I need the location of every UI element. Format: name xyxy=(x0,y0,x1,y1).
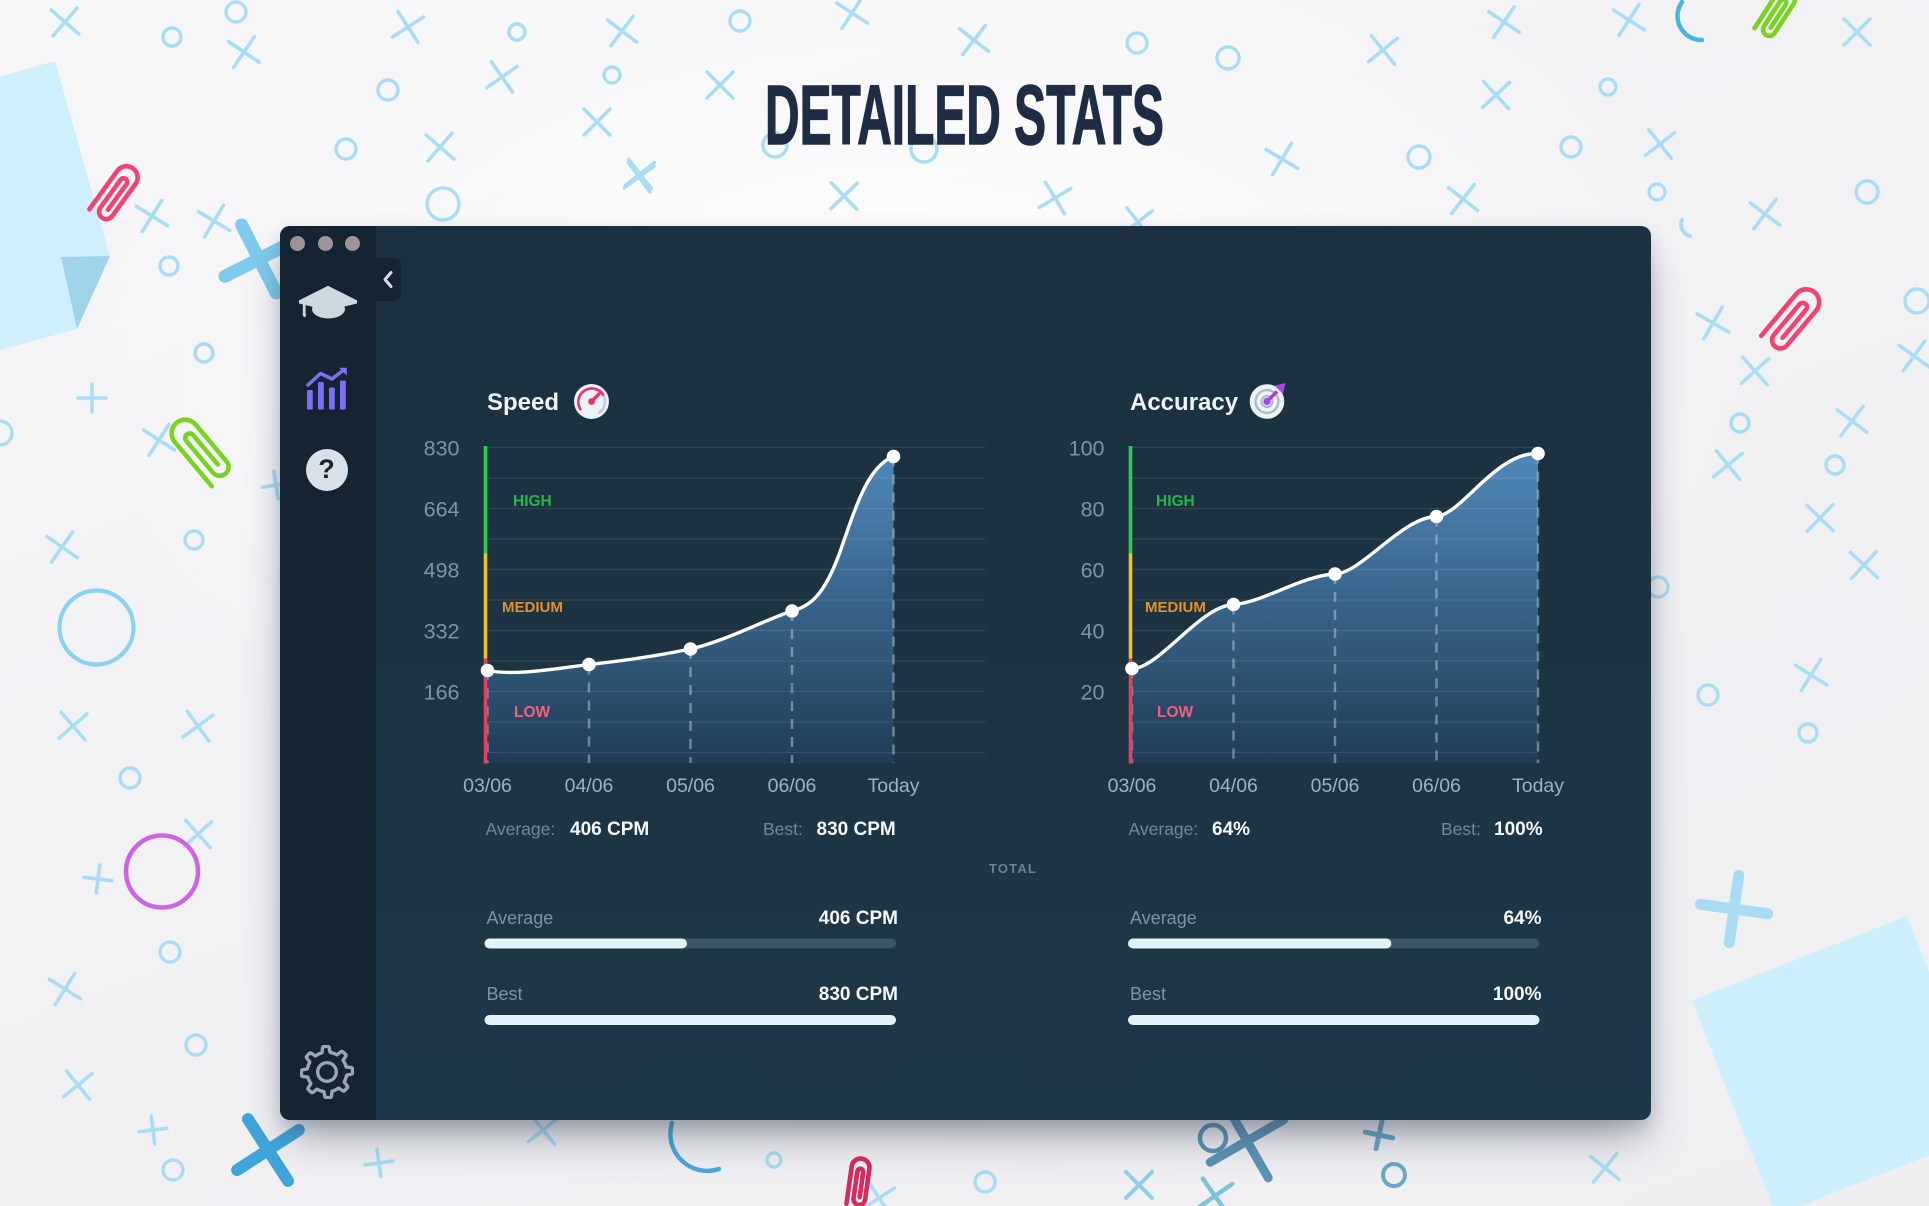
svg-text:40: 40 xyxy=(1081,620,1105,644)
svg-text:03/06: 03/06 xyxy=(463,775,512,797)
svg-text:Best:: Best: xyxy=(763,819,803,839)
svg-text:Average:: Average: xyxy=(486,819,556,839)
svg-text:LOW: LOW xyxy=(1157,704,1194,721)
svg-text:664: 664 xyxy=(424,498,460,522)
svg-text:830 CPM: 830 CPM xyxy=(819,984,898,1005)
svg-text:Speed: Speed xyxy=(487,389,559,416)
svg-text:04/06: 04/06 xyxy=(1209,775,1258,797)
svg-text:06/06: 06/06 xyxy=(768,775,817,797)
svg-text:Best: Best xyxy=(1130,984,1166,1004)
svg-text:332: 332 xyxy=(424,620,460,644)
svg-text:05/06: 05/06 xyxy=(666,775,715,797)
svg-text:20: 20 xyxy=(1081,681,1105,705)
svg-text:80: 80 xyxy=(1081,498,1105,522)
svg-text:406 CPM: 406 CPM xyxy=(819,908,898,929)
svg-text:05/06: 05/06 xyxy=(1311,775,1360,797)
svg-text:TOTAL: TOTAL xyxy=(989,861,1037,876)
svg-text:Accuracy: Accuracy xyxy=(1130,389,1239,416)
svg-text:406 CPM: 406 CPM xyxy=(570,819,649,840)
svg-text:Best:: Best: xyxy=(1441,819,1481,839)
svg-text:100%: 100% xyxy=(1494,819,1543,840)
svg-text:MEDIUM: MEDIUM xyxy=(502,599,563,616)
svg-text:Average: Average xyxy=(487,908,554,928)
svg-text:Today: Today xyxy=(1512,775,1564,797)
svg-text:166: 166 xyxy=(424,681,460,705)
svg-text:03/06: 03/06 xyxy=(1108,775,1157,797)
svg-text:100: 100 xyxy=(1069,437,1105,461)
svg-text:64%: 64% xyxy=(1212,819,1250,840)
svg-text:498: 498 xyxy=(424,559,460,583)
svg-text:HIGH: HIGH xyxy=(513,493,552,510)
svg-text:Average:: Average: xyxy=(1129,819,1199,839)
svg-text:HIGH: HIGH xyxy=(1156,493,1195,510)
svg-text:04/06: 04/06 xyxy=(565,775,614,797)
svg-text:100%: 100% xyxy=(1493,984,1542,1005)
svg-text:830 CPM: 830 CPM xyxy=(817,819,896,840)
svg-text:Today: Today xyxy=(867,775,919,797)
svg-text:Average: Average xyxy=(1130,908,1197,928)
svg-text:LOW: LOW xyxy=(514,704,551,721)
svg-text:830: 830 xyxy=(424,437,460,461)
svg-text:60: 60 xyxy=(1081,559,1105,583)
svg-text:06/06: 06/06 xyxy=(1412,775,1461,797)
svg-text:64%: 64% xyxy=(1503,908,1541,929)
svg-text:MEDIUM: MEDIUM xyxy=(1145,599,1206,616)
svg-text:Best: Best xyxy=(487,984,523,1004)
